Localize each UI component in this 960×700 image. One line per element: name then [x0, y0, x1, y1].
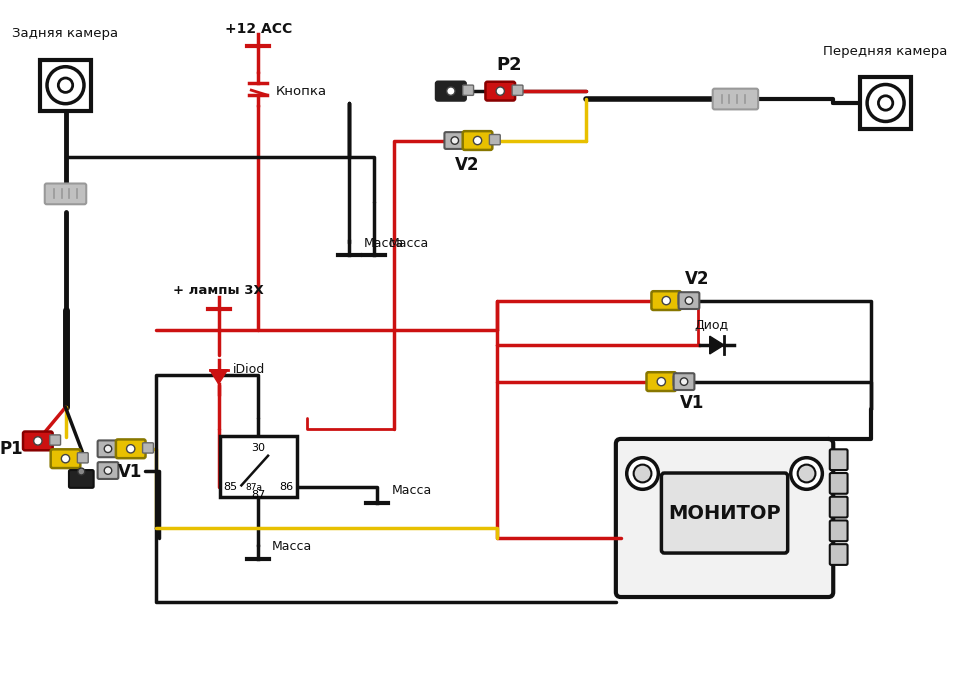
FancyBboxPatch shape — [98, 462, 118, 479]
Circle shape — [59, 78, 73, 92]
Text: + лампы 3X: + лампы 3X — [173, 284, 264, 298]
FancyBboxPatch shape — [23, 431, 53, 450]
Bar — [220, 436, 297, 497]
FancyBboxPatch shape — [616, 439, 833, 597]
Text: iDiod: iDiod — [232, 363, 265, 377]
Circle shape — [791, 458, 823, 489]
Polygon shape — [209, 370, 228, 384]
Text: Кнопка: Кнопка — [276, 85, 327, 97]
Text: Масса: Масса — [364, 237, 404, 250]
Text: 85: 85 — [224, 482, 237, 492]
Bar — [39, 60, 91, 111]
Circle shape — [496, 87, 504, 95]
Circle shape — [473, 136, 482, 145]
Text: V2: V2 — [455, 156, 480, 174]
Text: 87: 87 — [252, 490, 265, 500]
FancyBboxPatch shape — [652, 291, 681, 310]
FancyBboxPatch shape — [673, 376, 684, 386]
Circle shape — [658, 377, 665, 386]
FancyBboxPatch shape — [463, 85, 473, 95]
Circle shape — [127, 444, 134, 453]
Circle shape — [634, 465, 652, 482]
FancyBboxPatch shape — [661, 473, 788, 553]
FancyBboxPatch shape — [829, 497, 848, 517]
FancyBboxPatch shape — [98, 440, 118, 457]
FancyBboxPatch shape — [829, 544, 848, 565]
Text: Задняя камера: Задняя камера — [12, 27, 119, 41]
FancyBboxPatch shape — [674, 373, 694, 390]
Circle shape — [34, 437, 42, 445]
Text: Масса: Масса — [272, 540, 312, 553]
FancyBboxPatch shape — [78, 453, 88, 463]
FancyBboxPatch shape — [436, 82, 466, 101]
FancyBboxPatch shape — [50, 435, 60, 445]
Text: +12 ACC: +12 ACC — [225, 22, 292, 36]
Circle shape — [627, 458, 659, 489]
FancyBboxPatch shape — [143, 443, 154, 453]
FancyBboxPatch shape — [51, 449, 81, 468]
Circle shape — [78, 468, 84, 475]
FancyBboxPatch shape — [69, 470, 94, 488]
FancyBboxPatch shape — [712, 89, 758, 109]
Text: Передняя камера: Передняя камера — [824, 45, 948, 58]
FancyBboxPatch shape — [679, 292, 699, 309]
Circle shape — [685, 297, 693, 304]
FancyBboxPatch shape — [45, 183, 86, 204]
FancyBboxPatch shape — [829, 520, 848, 541]
Circle shape — [105, 467, 111, 475]
Text: 30: 30 — [252, 443, 265, 453]
Text: V1: V1 — [680, 394, 704, 412]
Bar — [860, 77, 911, 129]
FancyBboxPatch shape — [646, 372, 676, 391]
Circle shape — [798, 465, 815, 482]
Polygon shape — [709, 336, 724, 354]
Text: V2: V2 — [684, 270, 709, 288]
FancyBboxPatch shape — [829, 449, 848, 470]
Text: 87a: 87a — [246, 483, 263, 492]
Circle shape — [105, 445, 111, 452]
Text: Масса: Масса — [392, 484, 432, 497]
FancyBboxPatch shape — [512, 85, 523, 95]
Circle shape — [662, 296, 670, 304]
Text: V1: V1 — [117, 463, 142, 480]
Circle shape — [451, 136, 459, 144]
Circle shape — [446, 87, 455, 95]
Circle shape — [61, 454, 70, 463]
FancyBboxPatch shape — [490, 134, 500, 145]
FancyBboxPatch shape — [486, 82, 516, 101]
Circle shape — [47, 66, 84, 104]
Text: 86: 86 — [278, 482, 293, 492]
Text: Масса: Масса — [389, 237, 429, 250]
Text: МОНИТОР: МОНИТОР — [668, 503, 780, 522]
FancyBboxPatch shape — [829, 473, 848, 494]
Circle shape — [878, 96, 893, 110]
Text: P2: P2 — [496, 57, 522, 74]
Circle shape — [867, 85, 904, 122]
FancyBboxPatch shape — [116, 440, 146, 459]
FancyBboxPatch shape — [678, 295, 689, 304]
FancyBboxPatch shape — [463, 131, 492, 150]
Text: Диод: Диод — [695, 318, 729, 332]
Text: P1: P1 — [0, 440, 23, 458]
FancyBboxPatch shape — [444, 132, 466, 149]
Circle shape — [681, 378, 687, 386]
